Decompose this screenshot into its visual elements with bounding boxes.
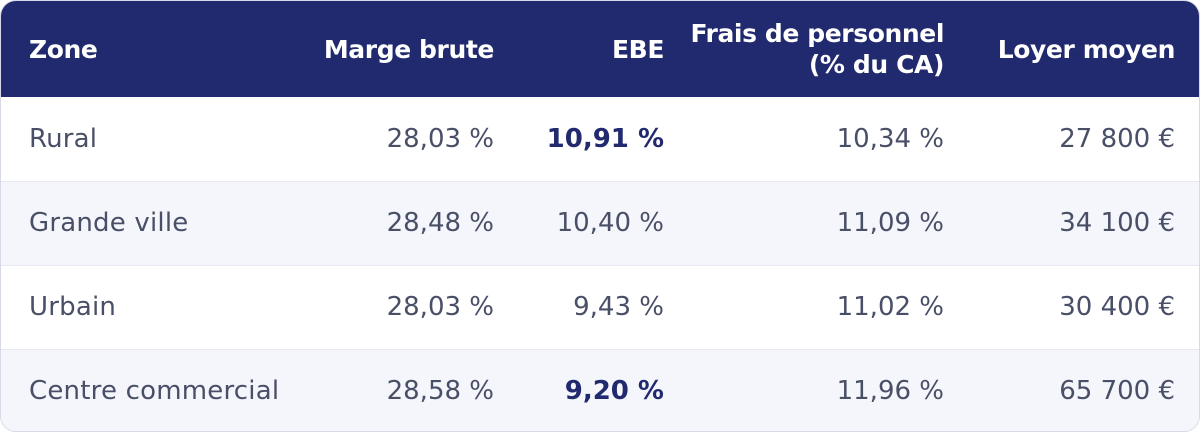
cell-loyer-moyen: 30 400 € <box>956 264 1199 349</box>
table-row: Centre commercial 28,58 % 9,20 % 11,96 %… <box>1 348 1199 431</box>
cell-ebe: 9,43 % <box>506 264 676 349</box>
table-body: Rural 28,03 % 10,91 % 10,34 % 27 800 € G… <box>1 97 1199 431</box>
header-frais-line2: (% du CA) <box>808 50 945 79</box>
header-loyer-moyen: Loyer moyen <box>997 34 1176 64</box>
cell-loyer-moyen: 27 800 € <box>1059 123 1175 154</box>
cell-frais-personnel: 11,02 % <box>676 264 956 349</box>
cell-zone: Rural <box>29 123 98 154</box>
cell-marge-brute: 28,58 % <box>313 348 506 431</box>
table-header: Zone Marge brute EBE Frais de personnel(… <box>1 1 1199 97</box>
cell-frais-personnel: 11,96 % <box>676 348 956 431</box>
cell-frais-personnel: 10,34 % <box>836 123 944 154</box>
table-row: Grande ville 28,48 % 10,40 % 11,09 % 34 … <box>1 180 1199 265</box>
cell-marge-brute: 28,03 % <box>386 123 494 154</box>
cell-loyer-moyen: 65 700 € <box>956 348 1199 431</box>
table-row: Urbain 28,03 % 9,43 % 11,02 % 30 400 € <box>1 264 1199 349</box>
cell-marge-brute: 28,03 % <box>313 264 506 349</box>
cell-zone: Centre commercial <box>1 348 313 431</box>
header-zone: Zone <box>29 34 98 64</box>
cell-zone: Grande ville <box>1 180 313 265</box>
table-row: Rural 28,03 % 10,91 % 10,34 % 27 800 € <box>1 97 1199 181</box>
header-ebe: EBE <box>611 34 664 64</box>
cell-loyer-moyen: 34 100 € <box>956 180 1199 265</box>
cell-zone: Urbain <box>1 264 313 349</box>
header-row: Zone Marge brute EBE Frais de personnel(… <box>1 1 1199 97</box>
cell-ebe: 10,91 % <box>546 123 664 154</box>
cell-marge-brute: 28,48 % <box>313 180 506 265</box>
header-frais-line1: Frais de personnel <box>690 19 944 48</box>
cell-ebe: 10,40 % <box>506 180 676 265</box>
cell-ebe: 9,20 % <box>506 348 676 431</box>
header-frais-personnel: Frais de personnel (% du CA) <box>676 1 956 97</box>
cell-frais-personnel: 11,09 % <box>676 180 956 265</box>
header-marge-brute: Marge brute <box>323 34 495 64</box>
